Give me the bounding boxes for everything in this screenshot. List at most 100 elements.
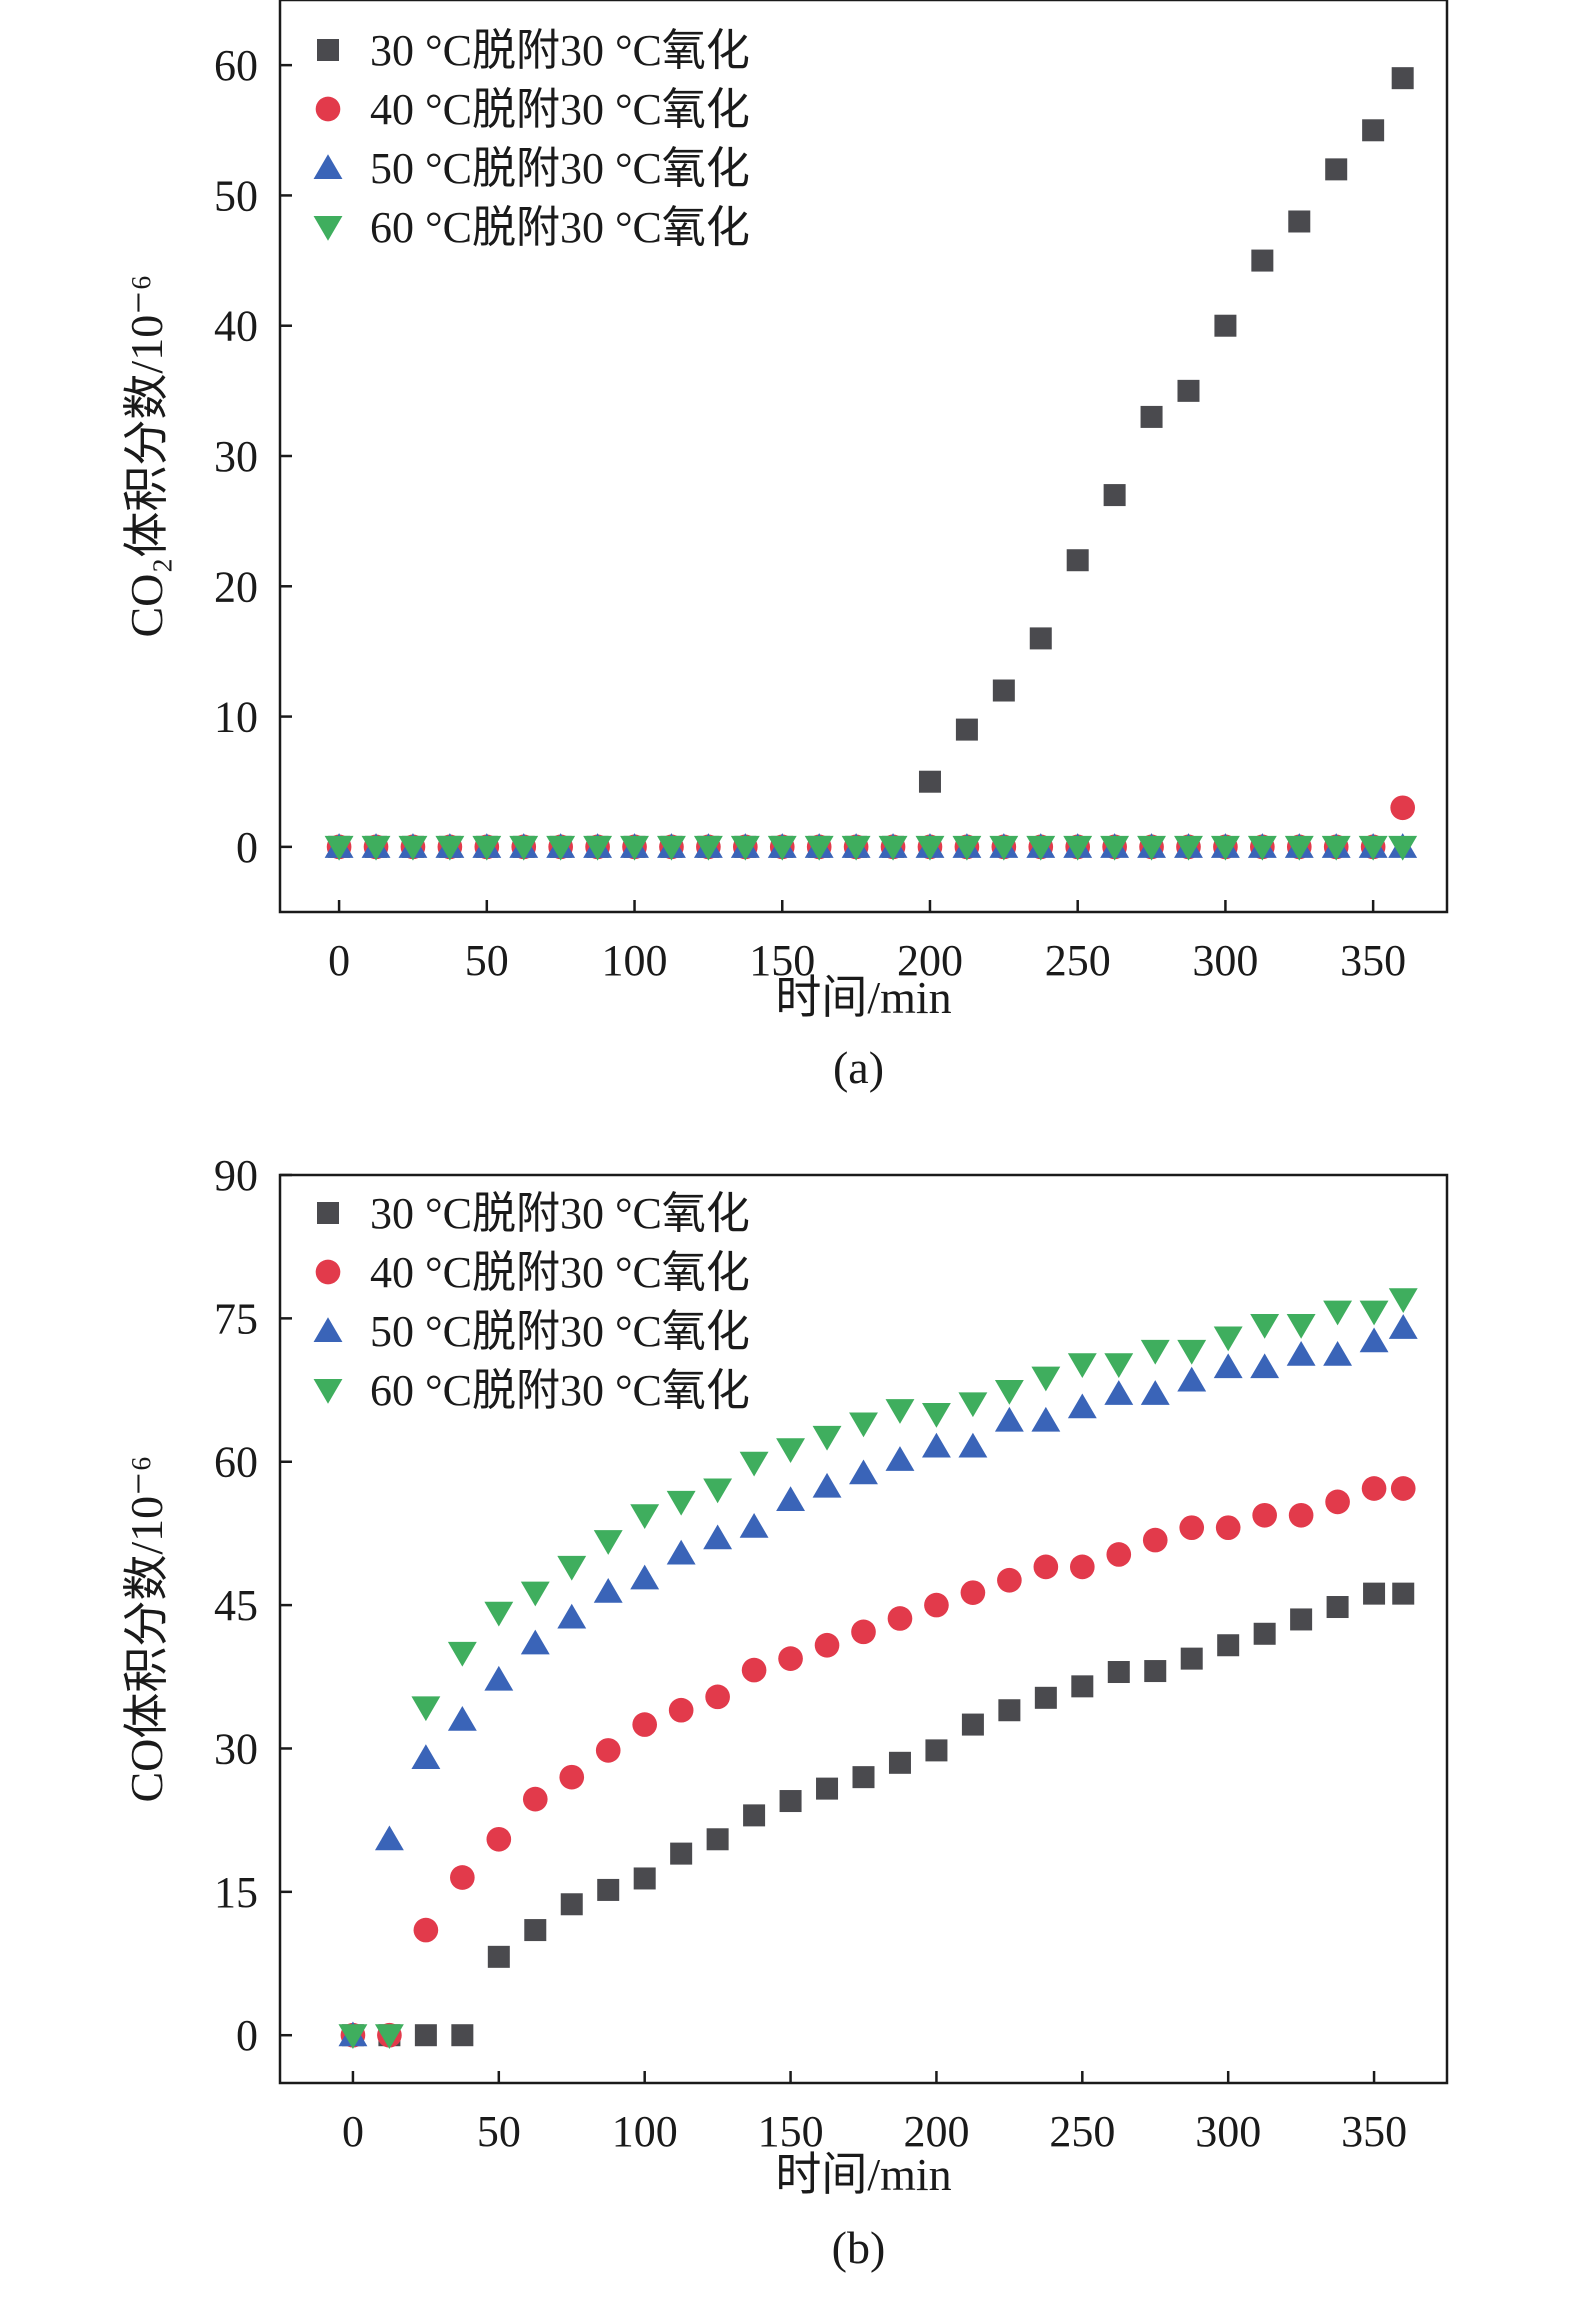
legend-marker [315,1259,341,1285]
data-point [1359,1300,1389,1326]
plot-frame [278,1173,1449,2085]
data-point [1100,835,1130,861]
data-point [1179,1515,1205,1541]
data-point [1362,119,1385,142]
data-point [472,835,502,861]
data-point [1325,1489,1350,1515]
legend-marker [313,154,343,179]
data-point [374,1825,404,1851]
data-point [435,835,465,861]
data-point [1067,1353,1097,1378]
data-point [961,1713,984,1736]
data-point [1104,1380,1134,1405]
data-point [597,1878,620,1901]
data-point [730,835,760,861]
x-tick-label: 350 [1341,2107,1407,2156]
y-tick-label: 75 [214,1294,258,1343]
data-point [666,1539,696,1565]
data-point [994,1406,1024,1432]
data-point [484,1665,514,1691]
data-point [1250,1314,1280,1339]
data-point [812,1425,842,1451]
data-point [557,1603,587,1629]
data-point [1214,314,1237,337]
data-point [633,1867,656,1890]
data-point [1284,835,1314,861]
x-tick-label: 100 [602,936,668,985]
data-point [743,1804,766,1827]
data-point [804,835,834,861]
data-point [338,2024,368,2049]
data-point [1137,835,1166,861]
data-point [925,1739,948,1762]
data-point [1026,835,1056,861]
legend-label: 60 °C脱附30 °C氧化 [370,203,750,252]
data-point [1144,1660,1167,1683]
data-point [958,1432,988,1458]
data-point [998,1699,1021,1722]
data-point [324,835,354,861]
x-tick-label: 100 [612,2107,678,2156]
data-point [992,679,1015,702]
x-tick-label: 150 [758,2107,824,2156]
data-point [918,770,941,793]
data-point [546,835,576,861]
data-point [1325,158,1348,181]
data-point [1029,627,1052,650]
data-point [1063,835,1093,861]
data-point [398,835,428,861]
data-point [1253,1622,1276,1645]
y-tick-label: 50 [214,171,258,220]
data-point [779,1790,802,1813]
data-point [1066,549,1089,572]
series-1 [341,1582,1415,2047]
data-point [706,1828,729,1851]
data-point [666,1490,696,1516]
data-point [693,835,723,861]
data-point [885,1446,915,1471]
x-tick-label: 350 [1340,936,1406,985]
legend-label: 30 °C脱附30 °C氧化 [370,1189,750,1238]
data-point [1031,1406,1061,1432]
data-point [1177,1339,1207,1365]
data-point [812,1472,842,1498]
data-point [1210,835,1240,861]
data-point [670,1842,693,1865]
y-tick-label: 40 [214,302,258,351]
x-tick-label: 50 [477,2107,521,2156]
x-tick-label: 200 [903,2107,969,2156]
data-point [922,1432,951,1458]
data-point [1388,1314,1418,1339]
series-4 [324,835,1418,861]
panel-b-chart: 0 50 100 150 200 250 300 350 0 15 30 45 60 75 90 时间/min… [121,1151,1449,2273]
data-point [888,1751,911,1774]
data-point [741,1657,767,1683]
data-point [1107,1661,1130,1684]
data-point [524,1919,547,1942]
series-3 [338,1314,1418,2047]
data-point [1247,835,1277,861]
panel-a-chart: 0 50 100 150 200 250 300 350 0 10 20 30 40 50 60 时间/min… [121,0,1449,1093]
data-point [1323,1340,1353,1366]
data-point [451,2024,474,2047]
data-point [1326,1596,1349,1619]
y-tick-label: 30 [214,432,258,481]
data-point [1103,484,1126,507]
data-point [1180,1647,1203,1670]
data-point [620,835,649,861]
series-2 [340,1476,1416,2048]
plot-frame [278,0,1449,914]
data-point [1177,1366,1207,1392]
data-point [703,1524,733,1550]
data-point [739,1451,769,1477]
legend-marker [317,1202,339,1224]
data-point [487,1945,510,1968]
data-point [1106,1542,1132,1567]
panel-caption: (b) [832,2222,886,2273]
data-point [484,1601,514,1627]
data-point [1033,1554,1059,1580]
data-point [776,1486,805,1511]
legend-label: 40 °C脱附30 °C氧化 [370,85,750,134]
data-point [560,1893,583,1916]
data-point [1390,795,1416,821]
